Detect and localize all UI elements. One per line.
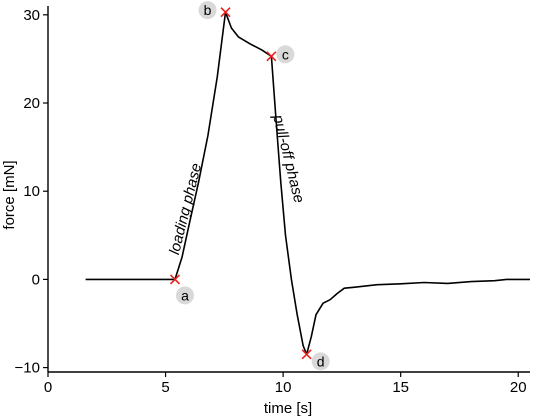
annotation-pulloff-phase: pull-off phase <box>269 112 308 204</box>
y-axis-label: force [mN] <box>1 160 18 229</box>
marker-label-b: b <box>204 2 212 18</box>
x-tick-label: 20 <box>510 379 527 396</box>
marker-c: c <box>266 45 295 64</box>
x-tick-label: 5 <box>161 379 169 396</box>
marker-label-c: c <box>282 46 289 62</box>
marker-cross <box>220 7 231 18</box>
x-tick-label: 15 <box>392 379 409 396</box>
force-curve <box>85 11 530 356</box>
marker-label-bubble <box>311 352 330 371</box>
marker-label-bubble <box>198 1 217 20</box>
marker-cross <box>301 349 312 360</box>
y-tick-label: 10 <box>23 183 40 200</box>
y-tick-label: 0 <box>32 271 40 288</box>
y-tick-label: 20 <box>23 95 40 112</box>
marker-label-bubble <box>175 286 194 305</box>
axes <box>47 6 530 373</box>
marker-b: b <box>198 1 231 20</box>
marker-label-bubble <box>276 45 295 64</box>
marker-label-a: a <box>181 287 189 303</box>
annotation-loading-phase: loading phase <box>166 162 205 257</box>
y-tick-label: 30 <box>23 7 40 24</box>
x-axis-label: time [s] <box>264 400 312 417</box>
marker-cross <box>169 274 181 285</box>
marker-cross <box>266 51 277 62</box>
marker-label-d: d <box>317 353 325 369</box>
x-tick-label: 0 <box>44 379 52 396</box>
x-tick-label: 10 <box>275 379 292 396</box>
markers: a b c d <box>169 1 330 371</box>
marker-a: a <box>169 274 194 305</box>
marker-d: d <box>301 349 330 371</box>
y-tick-label: −10 <box>15 360 40 377</box>
